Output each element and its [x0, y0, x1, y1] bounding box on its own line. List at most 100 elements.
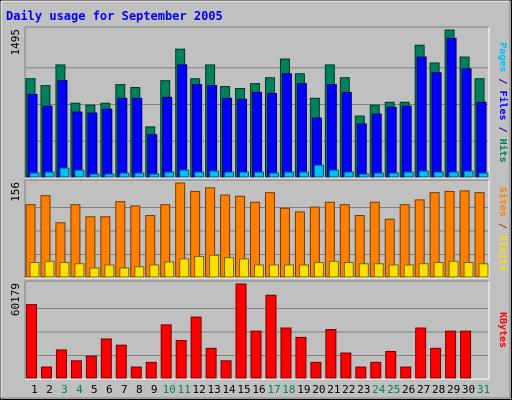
bar-kbytes-day-24 — [370, 361, 382, 379]
x-label-day-9: 9 — [151, 383, 158, 396]
bar-files-day-14 — [222, 97, 233, 178]
x-label-day-21: 21 — [327, 383, 340, 396]
bar-sites-day-6 — [104, 264, 115, 278]
axis-label-segment: Visits — [497, 235, 509, 271]
x-label-day-10: 10 — [163, 383, 176, 396]
bar-files-day-16 — [252, 91, 263, 178]
bar-kbytes-day-21 — [325, 329, 337, 379]
axis-label-segment: Pages — [497, 42, 508, 72]
bar-files-day-26 — [401, 105, 412, 178]
y-max-label: 156 — [9, 182, 22, 202]
panel-visits-sites: 156 Sites / Visits — [9, 179, 509, 279]
bar-pages-day-15 — [239, 171, 250, 178]
bar-files-day-27 — [416, 56, 427, 178]
x-label-day-26: 26 — [402, 383, 415, 396]
bar-pages-day-24 — [373, 172, 384, 178]
bar-files-day-12 — [192, 84, 203, 178]
x-label-day-7: 7 — [121, 383, 128, 396]
bar-files-day-23 — [356, 123, 367, 178]
bar-sites-day-3 — [59, 262, 70, 278]
bar-files-day-28 — [431, 72, 442, 178]
bar-sites-day-28 — [433, 262, 444, 278]
panel-kbytes: 60179 KBytes — [9, 280, 508, 380]
bar-pages-day-14 — [224, 171, 235, 178]
bar-pages-day-4 — [74, 169, 85, 178]
x-label-day-5: 5 — [91, 383, 98, 396]
x-label-day-20: 20 — [312, 383, 325, 396]
series-axis-label: Sites / Visits — [497, 187, 509, 271]
bar-kbytes-day-18 — [280, 327, 292, 379]
bar-files-day-25 — [386, 106, 397, 178]
bar-pages-day-22 — [343, 171, 354, 178]
bar-sites-day-20 — [313, 262, 324, 278]
bar-kbytes-day-5 — [85, 355, 97, 379]
bar-pages-day-2 — [44, 171, 55, 178]
bar-kbytes-day-27 — [415, 327, 427, 379]
chart-panels: 1495 Pages / Files / Hits 156 Sites / Visit… — [9, 26, 509, 380]
bar-kbytes-day-10 — [160, 324, 172, 379]
bar-files-day-11 — [177, 64, 188, 178]
bar-sites-day-22 — [343, 262, 354, 278]
x-label-day-13: 13 — [207, 383, 220, 396]
bar-pages-day-27 — [418, 170, 429, 178]
chart-title: Daily usage for September 2005 — [6, 9, 223, 23]
bar-kbytes-day-1 — [26, 304, 37, 379]
bar-sites-day-25 — [388, 264, 399, 278]
bar-pages-day-28 — [433, 171, 444, 178]
bar-kbytes-day-29 — [445, 330, 457, 379]
x-label-day-19: 19 — [297, 383, 310, 396]
x-label-day-29: 29 — [447, 383, 460, 396]
bar-sites-day-1 — [29, 262, 40, 278]
bar-pages-day-16 — [254, 171, 265, 178]
bar-pages-day-31 — [478, 172, 489, 178]
x-label-day-11: 11 — [178, 383, 191, 396]
bar-sites-day-12 — [194, 256, 205, 278]
bar-kbytes-day-19 — [295, 336, 307, 379]
bar-kbytes-day-28 — [430, 347, 442, 379]
axis-label-segment: Hits — [497, 139, 509, 163]
x-label-day-16: 16 — [252, 383, 265, 396]
bar-sites-day-7 — [119, 267, 130, 278]
bar-pages-day-29 — [448, 171, 459, 178]
bar-sites-day-21 — [328, 260, 339, 278]
x-label-day-2: 2 — [46, 383, 53, 396]
bar-files-day-19 — [296, 83, 307, 178]
x-label-day-6: 6 — [106, 383, 113, 396]
bar-sites-day-23 — [358, 263, 369, 278]
bar-files-day-17 — [266, 92, 277, 178]
bar-files-day-30 — [461, 68, 472, 178]
x-label-day-12: 12 — [193, 383, 206, 396]
x-label-day-14: 14 — [222, 383, 236, 396]
bar-files-day-6 — [102, 108, 113, 178]
bar-sites-day-5 — [89, 267, 100, 278]
x-label-day-25: 25 — [387, 383, 400, 396]
bar-files-day-29 — [446, 37, 457, 178]
bar-sites-day-16 — [254, 264, 265, 278]
bar-sites-day-10 — [164, 261, 175, 278]
bar-kbytes-day-4 — [70, 360, 82, 379]
x-label-day-31: 31 — [477, 383, 490, 396]
bar-pages-day-19 — [298, 171, 309, 178]
bar-pages-day-9 — [149, 173, 160, 178]
x-label-day-24: 24 — [372, 383, 386, 396]
bar-pages-day-1 — [29, 172, 40, 178]
y-max-label: 60179 — [9, 283, 22, 316]
bar-files-day-3 — [57, 80, 68, 178]
bar-pages-day-5 — [89, 173, 100, 178]
bar-files-day-10 — [162, 96, 173, 178]
bar-kbytes-day-25 — [385, 350, 397, 379]
panel-hits-files-pages: 1495 Pages / Files / Hits — [9, 26, 509, 179]
bar-files-day-4 — [72, 111, 83, 178]
bar-kbytes-day-3 — [55, 349, 67, 379]
bar-files-day-5 — [87, 112, 98, 178]
bar-files-day-7 — [117, 97, 128, 178]
bar-files-day-15 — [237, 98, 248, 178]
bar-pages-day-18 — [283, 171, 294, 178]
x-label-day-30: 30 — [462, 383, 475, 396]
axis-label-segment: / — [497, 121, 508, 139]
bar-visits-day-17 — [264, 192, 275, 278]
bar-pages-day-8 — [134, 172, 145, 178]
bar-files-day-18 — [281, 73, 292, 178]
bar-sites-day-30 — [463, 262, 474, 278]
